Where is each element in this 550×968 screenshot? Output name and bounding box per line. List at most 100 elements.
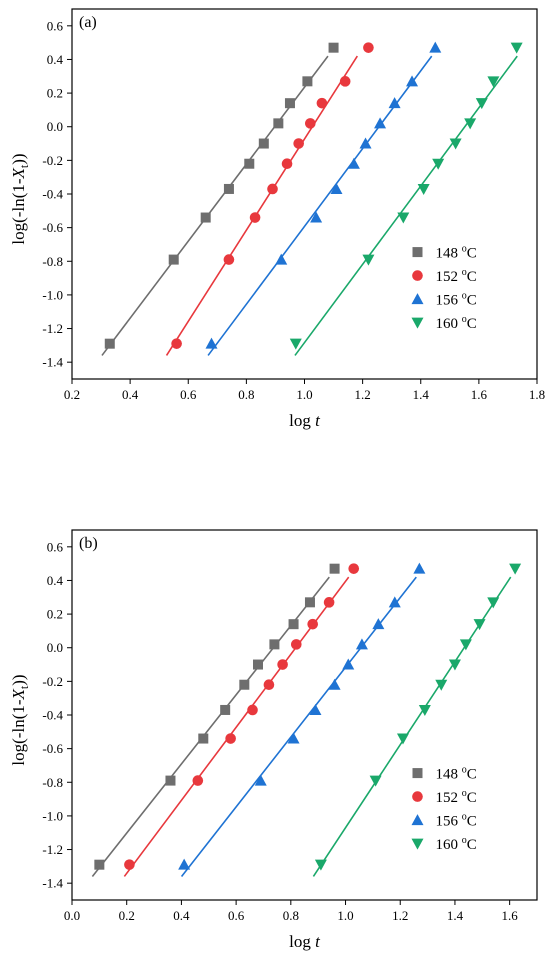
data-point (273, 118, 284, 129)
data-point (459, 639, 472, 651)
x-tick-label: 1.6 (471, 387, 488, 402)
y-tick-label: -0.6 (42, 220, 63, 235)
data-point (329, 563, 340, 574)
data-point (277, 659, 288, 670)
legend-label: 148 oC (435, 765, 476, 783)
data-point (258, 138, 269, 149)
y-tick-label: -1.4 (42, 355, 63, 370)
data-point (473, 619, 486, 631)
data-point (372, 618, 385, 630)
x-tick-label: 0.6 (180, 387, 197, 402)
x-tick-label: 0.0 (64, 908, 80, 923)
data-point (355, 638, 368, 650)
y-tick-label: 0.0 (47, 119, 63, 134)
data-point (293, 138, 304, 149)
x-tick-label: 0.2 (119, 908, 135, 923)
x-tick-label: 0.4 (173, 908, 190, 923)
legend: 148 oC 152 oC 156 oC 160 oC (411, 244, 477, 332)
x-tick-label: 1.8 (529, 387, 545, 402)
y-tick-label: 0.0 (47, 640, 63, 655)
legend-marker (412, 247, 423, 258)
data-point (200, 212, 211, 223)
data-point (284, 98, 295, 109)
y-tick-label: -0.2 (42, 153, 63, 168)
data-point (464, 118, 477, 130)
y-tick-label: 0.6 (47, 539, 64, 554)
data-point (244, 158, 255, 169)
data-point (305, 118, 316, 129)
data-point (307, 618, 319, 630)
legend-label: 156 oC (435, 812, 476, 830)
x-tick-label: 0.4 (122, 387, 139, 402)
panel-label: (a) (79, 14, 97, 31)
data-point (449, 138, 462, 150)
x-tick-label: 0.6 (228, 908, 245, 923)
legend: 148 oC 152 oC 156 oC 160 oC (411, 765, 477, 853)
y-tick-label: -0.2 (42, 674, 63, 689)
data-point (418, 704, 431, 716)
data-point (165, 775, 176, 786)
data-point (287, 732, 300, 744)
data-point (397, 212, 410, 224)
y-axis-title: log(-ln(1-Xt)) (9, 153, 31, 244)
data-point (289, 338, 302, 350)
data-point (347, 157, 360, 169)
data-point (388, 596, 401, 608)
x-tick-label: 0.2 (64, 387, 80, 402)
data-point (363, 42, 374, 53)
data-point (281, 158, 293, 170)
y-tick-label: -1.0 (42, 287, 63, 302)
legend-label: 152 oC (435, 788, 476, 806)
data-point (302, 76, 313, 87)
legend-label: 148 oC (435, 244, 476, 262)
data-point (178, 858, 191, 870)
data-point (475, 98, 488, 110)
data-point (432, 158, 445, 170)
data-point (348, 563, 360, 574)
legend-marker (411, 814, 424, 826)
x-tick-label: 0.8 (283, 908, 299, 923)
data-point (323, 597, 335, 608)
data-point (254, 774, 267, 786)
data-point (223, 254, 235, 265)
y-tick-label: -1.2 (42, 321, 63, 336)
legend-marker (411, 317, 424, 329)
plot-frame (71, 8, 538, 380)
data-point (290, 639, 302, 650)
data-point (192, 775, 204, 786)
y-tick-label: -1.4 (42, 876, 63, 891)
legend-marker (412, 791, 423, 802)
chart-panel-b: 0.0 0.2 0.4 0.6 0.8 1.0 1.2 1.4 1.6 -1.4 -1.2 -1.0 -… (9, 529, 538, 951)
data-point (510, 42, 523, 54)
data-point (328, 42, 339, 53)
y-tick-label: -0.8 (42, 775, 63, 790)
data-point (374, 117, 387, 129)
data-point (314, 859, 327, 871)
data-point (448, 659, 461, 671)
legend-label: 160 oC (435, 835, 476, 853)
legend-marker (411, 838, 424, 850)
x-tick-label: 1.4 (447, 908, 464, 923)
data-point (304, 597, 315, 608)
data-point (359, 137, 372, 149)
data-point (239, 679, 250, 690)
y-tick-label: -0.6 (42, 741, 63, 756)
data-point (288, 619, 299, 630)
data-point (223, 183, 234, 194)
x-tick-label: 0.8 (238, 387, 254, 402)
data-point (417, 183, 430, 195)
data-point (198, 733, 209, 744)
y-tick-label: 0.6 (47, 18, 64, 33)
x-tick-label: 1.0 (296, 387, 312, 402)
x-tick-label: 1.6 (502, 908, 519, 923)
panel-label: (b) (79, 535, 98, 552)
data-point (220, 704, 231, 715)
y-tick-label: -1.0 (42, 808, 63, 823)
data-point (342, 658, 355, 670)
data-point (269, 639, 280, 650)
legend-marker (412, 768, 423, 779)
y-tick-label: -0.4 (42, 187, 63, 202)
data-point (104, 338, 115, 349)
data-point (316, 97, 328, 109)
